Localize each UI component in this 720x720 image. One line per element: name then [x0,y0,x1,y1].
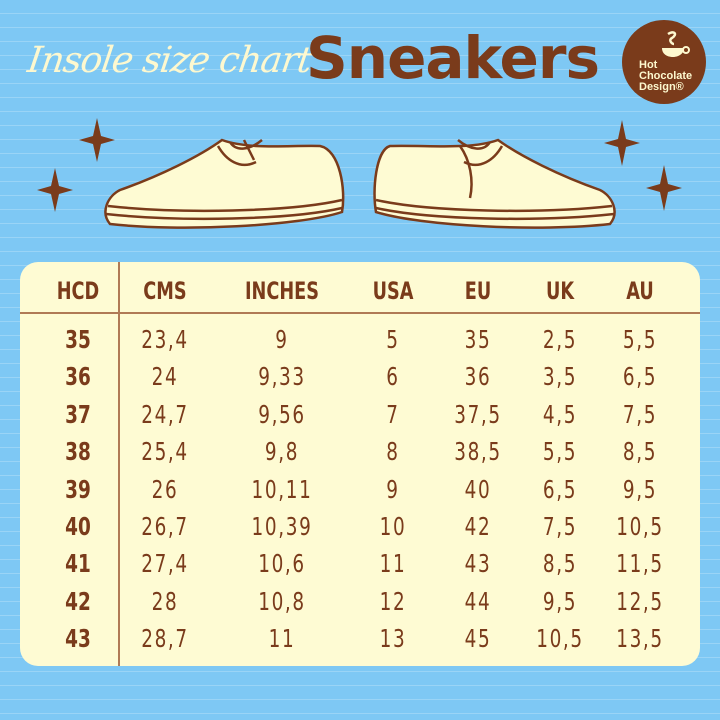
cell-cms: 27,4 [141,549,189,579]
cell-uk: 10,5 [536,624,584,654]
cell-uk: 6,5 [542,474,578,504]
cell-uk: 4,5 [542,399,578,429]
cell-hcd: 43 [65,624,91,654]
cell-usa: 11 [379,549,407,579]
star-icon [604,120,640,166]
table-row: 42 28 10,8 12 44 9,5 12,5 [20,584,700,620]
cup-icon [662,31,690,57]
header-hcd: HCD [56,277,100,305]
brand-logo: Hot Chocolate Design® [622,20,706,104]
cell-hcd: 40 [65,512,91,541]
table-row: 36 24 9,33 6 36 3,5 6,5 [20,359,700,395]
cell-hcd: 37 [65,399,91,429]
logo-line: Design® [639,81,684,93]
cell-hcd: 42 [65,586,91,616]
cell-hcd: 39 [65,474,91,504]
cell-inches: 9 [275,325,289,354]
cell-cms: 24,7 [141,399,189,429]
header-uk: UK [545,277,575,305]
cell-cms: 24 [151,362,179,392]
cell-usa: 12 [379,586,407,616]
table-header: HCD CMS INCHES USA EU UK AU [20,273,700,309]
column-divider [118,262,120,666]
cell-usa: 5 [386,325,400,354]
cell-inches: 10,8 [258,586,306,616]
subtitle: Insole size chart [25,40,314,81]
cell-cms: 26,7 [141,512,189,541]
cell-au: 8,5 [622,437,658,467]
star-icons [37,118,682,212]
star-icon [646,165,682,211]
cell-cms: 28 [151,586,179,616]
cell-eu: 42 [464,512,492,541]
cell-usa: 13 [379,624,407,654]
table-row: 39 26 10,11 9 40 6,5 9,5 [20,472,700,508]
table-row: 35 23,4 9 5 35 2,5 5,5 [20,322,700,358]
star-icon [79,118,115,162]
cell-uk: 2,5 [542,325,578,354]
table-row: 43 28,7 11 13 45 10,5 13,5 [20,621,700,657]
cell-usa: 7 [386,399,400,429]
logo-line: Chocolate [639,70,693,82]
table-row: 37 24,7 9,56 7 37,5 4,5 7,5 [20,397,700,433]
cell-au: 7,5 [622,399,658,429]
page-title: Sneakers [306,24,600,92]
cell-hcd: 35 [65,325,91,354]
cell-eu: 40 [464,474,492,504]
cell-cms: 26 [151,474,179,504]
cell-cms: 28,7 [141,624,189,654]
cell-au: 5,5 [622,325,658,354]
cell-usa: 9 [386,474,400,504]
logo-line: Hot [639,59,658,71]
cell-usa: 8 [386,437,400,467]
sneaker-illustration [37,118,682,229]
cell-uk: 7,5 [542,512,578,541]
cell-eu: 44 [464,586,492,616]
header-usa: USA [372,277,414,305]
left-sneaker [104,138,345,229]
header-inches: INCHES [244,277,320,305]
cell-au: 12,5 [616,586,664,616]
header-divider [20,312,700,314]
table-row: 38 25,4 9,8 8 38,5 5,5 8,5 [20,434,700,470]
cell-au: 10,5 [616,512,664,541]
header-au: AU [626,277,654,305]
header-cms: CMS [143,277,187,305]
cell-usa: 10 [379,512,407,541]
cell-uk: 8,5 [542,549,578,579]
cell-eu: 43 [464,549,492,579]
cell-inches: 10,11 [251,474,313,504]
cell-inches: 9,33 [258,362,306,392]
cell-hcd: 36 [65,362,91,392]
right-sneaker [373,138,616,229]
cell-inches: 9,56 [258,399,306,429]
cell-usa: 6 [386,362,400,392]
header-eu: EU [464,277,492,305]
cell-hcd: 41 [65,549,91,579]
cell-uk: 9,5 [542,586,578,616]
cell-inches: 11 [268,624,296,654]
cell-inches: 10,6 [258,549,306,579]
size-table: HCD CMS INCHES USA EU UK AU 35 23,4 9 5 35 2,… [20,262,700,666]
cell-inches: 9,8 [264,437,300,467]
cell-au: 11,5 [616,549,664,579]
cell-uk: 5,5 [542,437,578,467]
cell-au: 9,5 [622,474,658,504]
cell-uk: 3,5 [542,362,578,392]
cell-hcd: 38 [65,437,91,467]
cell-eu: 37,5 [454,399,502,429]
cell-eu: 36 [464,362,492,392]
cell-cms: 23,4 [141,325,189,354]
cell-eu: 38,5 [454,437,502,467]
cell-au: 13,5 [616,624,664,654]
cell-eu: 35 [464,325,492,354]
cell-inches: 10,39 [251,512,313,541]
cell-au: 6,5 [622,362,658,392]
cell-cms: 25,4 [141,437,189,467]
table-row: 40 26,7 10,39 10 42 7,5 10,5 [20,509,700,545]
table-row: 41 27,4 10,6 11 43 8,5 11,5 [20,546,700,582]
star-icon [37,168,73,212]
cell-eu: 45 [464,624,492,654]
